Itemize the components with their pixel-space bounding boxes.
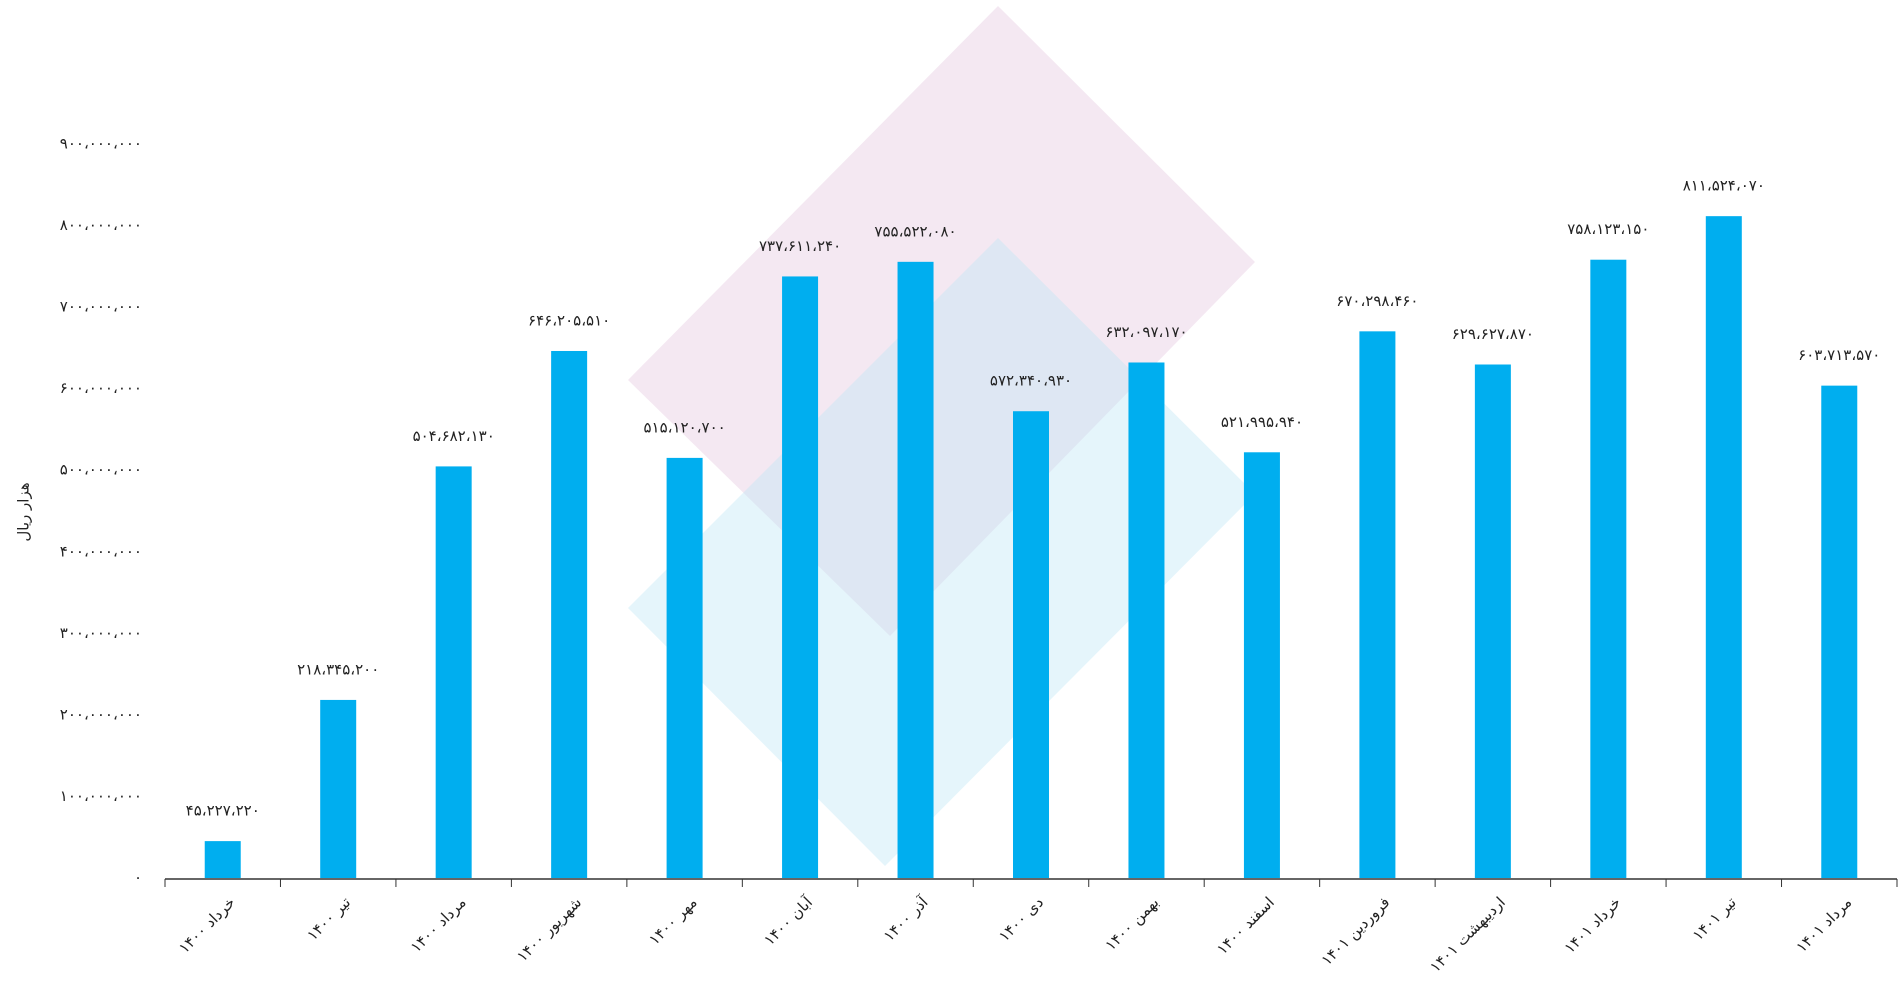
x-tick-label: فروردین ۱۴۰۱ <box>1318 893 1394 969</box>
y-tick-label: ۶۰۰،۰۰۰،۰۰۰ <box>60 379 142 397</box>
bar <box>1243 452 1280 878</box>
value-label: ۵۰۴،۶۸۲،۱۳۰ <box>413 427 495 445</box>
bar <box>1013 411 1049 878</box>
y-tick-label: ۳۰۰،۰۰۰،۰۰۰ <box>60 624 142 642</box>
bar <box>1821 385 1858 878</box>
x-tick-label: دی ۱۴۰۰ <box>995 893 1047 945</box>
y-tick-label: ۷۰۰،۰۰۰،۰۰۰ <box>60 298 142 316</box>
x-tick-label: تیر ۱۴۰۰ <box>303 893 354 944</box>
bar <box>1705 216 1742 878</box>
y-tick-label: ۰ <box>134 869 142 887</box>
value-label: ۶۲۹،۶۲۷،۸۷۰ <box>1452 325 1534 343</box>
y-tick-label: ۵۰۰،۰۰۰،۰۰۰ <box>60 461 142 479</box>
x-tick-label: خرداد ۱۴۰۱ <box>1561 893 1625 957</box>
x-tick-label: شهریور ۱۴۰۰ <box>513 893 585 965</box>
x-tick-label: خرداد ۱۴۰۰ <box>175 893 239 957</box>
value-label: ۴۵،۲۲۷،۲۲۰ <box>186 802 260 820</box>
x-tick-label: آبان ۱۴۰۰ <box>760 893 816 949</box>
bar <box>782 276 819 879</box>
bar <box>1128 362 1165 879</box>
bar <box>435 466 472 878</box>
value-label: ۶۴۶،۲۰۵،۵۱۰ <box>528 311 610 329</box>
x-tick-label: اسفند ۱۴۰۰ <box>1213 893 1278 958</box>
y-tick-label: ۹۰۰،۰۰۰،۰۰۰ <box>60 135 142 153</box>
value-label: ۶۷۰،۲۹۸،۴۶۰ <box>1336 292 1418 310</box>
bar <box>204 841 241 878</box>
value-label: ۵۷۲،۳۴۰،۹۳۰ <box>990 372 1072 390</box>
x-tick-label: مرداد ۱۴۰۱ <box>1792 893 1855 956</box>
x-tick-label: تیر ۱۴۰۱ <box>1689 893 1740 944</box>
x-tick-label: آذر ۱۴۰۰ <box>880 893 932 945</box>
bar <box>320 699 357 878</box>
bar <box>897 261 934 878</box>
value-label: ۶۰۳،۷۱۳،۵۷۰ <box>1798 346 1880 364</box>
x-tick-label: مرداد ۱۴۰۰ <box>407 893 470 956</box>
value-label: ۵۱۵،۱۲۰،۷۰۰ <box>643 418 725 436</box>
bar <box>666 457 703 878</box>
y-tick-label: ۲۰۰،۰۰۰،۰۰۰ <box>60 705 142 723</box>
bar <box>551 350 588 878</box>
value-label: ۷۵۵،۵۲۲،۰۸۰ <box>874 222 956 240</box>
x-tick-label: مهر ۱۴۰۰ <box>645 893 700 948</box>
bar <box>1359 331 1396 879</box>
x-tick-label: اردیبهشت ۱۴۰۱ <box>1426 893 1509 976</box>
value-label: ۷۵۸،۱۲۳،۱۵۰ <box>1567 220 1649 238</box>
value-label: ۵۲۱،۹۹۵،۹۴۰ <box>1221 413 1303 431</box>
value-label: ۷۳۷،۶۱۱،۲۴۰ <box>759 237 841 255</box>
y-axis-label: هزار ریال <box>15 482 33 541</box>
y-tick-label: ۸۰۰،۰۰۰،۰۰۰ <box>60 216 142 234</box>
value-label: ۶۳۲،۰۹۷،۱۷۰ <box>1105 323 1187 341</box>
value-label: ۸۱۱،۵۲۴،۰۷۰ <box>1683 177 1765 195</box>
bar <box>1474 364 1511 878</box>
value-label: ۲۱۸،۳۴۵،۲۰۰ <box>297 660 379 678</box>
y-tick-label: ۱۰۰،۰۰۰،۰۰۰ <box>60 787 142 805</box>
x-tick-label: بهمن ۱۴۰۰ <box>1102 893 1163 954</box>
bar <box>1590 259 1627 878</box>
y-tick-label: ۴۰۰،۰۰۰،۰۰۰ <box>60 542 142 560</box>
